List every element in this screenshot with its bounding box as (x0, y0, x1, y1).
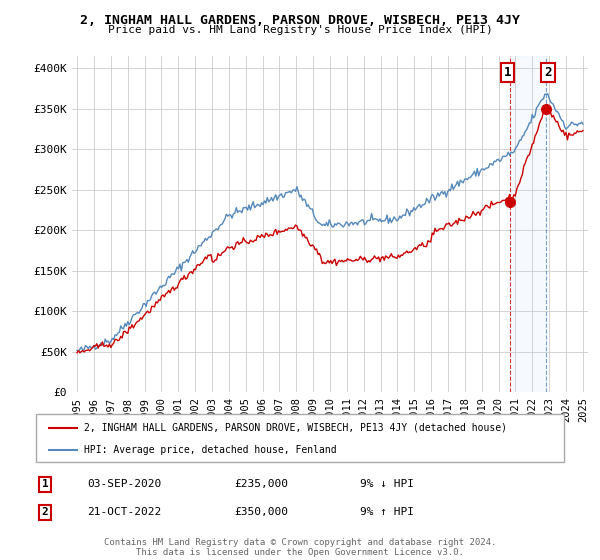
Text: £350,000: £350,000 (234, 507, 288, 517)
Text: 9% ↓ HPI: 9% ↓ HPI (360, 479, 414, 489)
Text: 03-SEP-2020: 03-SEP-2020 (87, 479, 161, 489)
Text: 9% ↑ HPI: 9% ↑ HPI (360, 507, 414, 517)
Text: 1: 1 (503, 66, 511, 79)
Text: Price paid vs. HM Land Registry's House Price Index (HPI): Price paid vs. HM Land Registry's House … (107, 25, 493, 35)
Text: 2, INGHAM HALL GARDENS, PARSON DROVE, WISBECH, PE13 4JY (detached house): 2, INGHAM HALL GARDENS, PARSON DROVE, WI… (84, 423, 507, 433)
Text: 2: 2 (545, 66, 552, 79)
Bar (510, 56, 546, 392)
Text: Contains HM Land Registry data © Crown copyright and database right 2024.
This d: Contains HM Land Registry data © Crown c… (104, 538, 496, 557)
Text: 21-OCT-2022: 21-OCT-2022 (87, 507, 161, 517)
Text: £235,000: £235,000 (234, 479, 288, 489)
Text: 1: 1 (41, 479, 49, 489)
Text: 2, INGHAM HALL GARDENS, PARSON DROVE, WISBECH, PE13 4JY: 2, INGHAM HALL GARDENS, PARSON DROVE, WI… (80, 14, 520, 27)
Text: 2: 2 (41, 507, 49, 517)
Text: HPI: Average price, detached house, Fenland: HPI: Average price, detached house, Fenl… (84, 445, 337, 455)
